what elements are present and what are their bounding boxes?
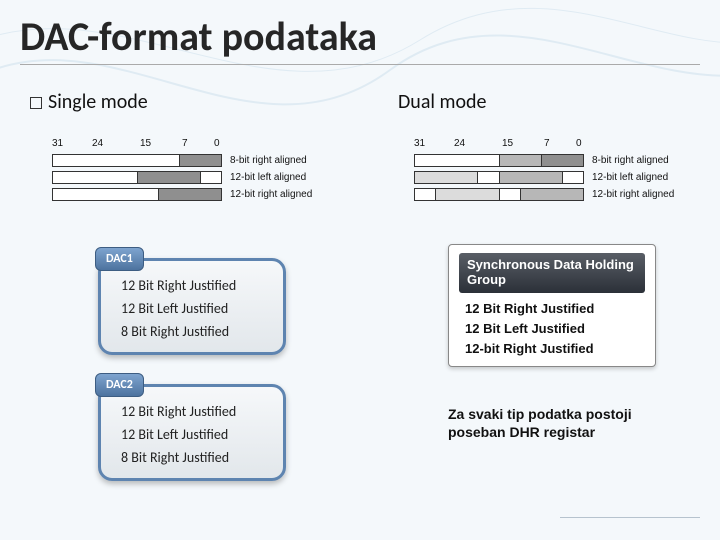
bit-bar xyxy=(52,171,222,184)
alignment-row: 12-bit right aligned xyxy=(414,186,704,203)
bit-label: 7 xyxy=(182,138,188,149)
bit-labels-right: 31 24 15 7 0 xyxy=(414,138,704,152)
bit-segment xyxy=(542,155,584,166)
dac2-tab: DAC2 xyxy=(95,373,144,397)
bit-label: 7 xyxy=(544,138,550,149)
bit-bar xyxy=(414,171,584,184)
dac2-line: 12 Bit Left Justified xyxy=(113,426,271,443)
page-title: DAC-format podataka xyxy=(20,12,377,61)
bit-segment xyxy=(159,189,222,200)
bit-segment xyxy=(53,189,159,200)
bit-segment xyxy=(415,155,500,166)
sync-holding-group: Synchronous Data Holding Group 12 Bit Ri… xyxy=(448,244,656,367)
bit-segment xyxy=(53,155,180,166)
dac1-line: 8 Bit Right Justified xyxy=(113,323,271,340)
dac2-line: 12 Bit Right Justified xyxy=(113,403,271,420)
bit-label: 31 xyxy=(52,138,63,149)
bit-label: 0 xyxy=(214,138,220,149)
bit-segment xyxy=(415,172,478,183)
alignment-row-label: 12-bit right aligned xyxy=(230,189,312,200)
bit-label: 15 xyxy=(140,138,151,149)
subheading-single: Single mode xyxy=(30,90,148,114)
dac1-card: DAC1 12 Bit Right Justified 12 Bit Left … xyxy=(98,258,286,355)
bullet-icon xyxy=(30,97,42,109)
alignment-row-label: 12-bit left aligned xyxy=(230,172,306,183)
alignment-row: 8-bit right aligned xyxy=(414,152,704,169)
dac1-tab: DAC1 xyxy=(95,247,144,271)
dual-mode-label: Dual mode xyxy=(398,90,487,114)
dac1-line: 12 Bit Left Justified xyxy=(113,300,271,317)
alignment-row-label: 8-bit right aligned xyxy=(592,155,669,166)
dac2-line: 8 Bit Right Justified xyxy=(113,449,271,466)
dac1-line: 12 Bit Right Justified xyxy=(113,277,271,294)
subheading-dual: Dual mode xyxy=(398,90,487,114)
alignment-row-label: 12-bit right aligned xyxy=(592,189,674,200)
sync-line: 12 Bit Left Justified xyxy=(459,321,645,336)
bit-bar xyxy=(414,154,584,167)
bit-segment xyxy=(436,189,499,200)
dual-mode-diagram: 31 24 15 7 0 8-bit right aligned 12-bit left … xyxy=(414,138,704,203)
bit-segment xyxy=(500,172,563,183)
sync-line: 12-bit Right Justified xyxy=(459,341,645,356)
alignment-row-label: 8-bit right aligned xyxy=(230,155,307,166)
alignment-row: 8-bit right aligned xyxy=(52,152,372,169)
alignment-row-label: 12-bit left aligned xyxy=(592,172,668,183)
bit-segment xyxy=(500,189,521,200)
footnote-text: Za svaki tip podatka postoji poseban DHR… xyxy=(448,406,668,441)
alignment-row: 12-bit left aligned xyxy=(52,169,372,186)
single-mode-diagram: 31 24 15 7 0 8-bit right aligned 12-bit left … xyxy=(52,138,372,203)
bit-label: 24 xyxy=(92,138,103,149)
bit-segment xyxy=(500,155,542,166)
bit-bar xyxy=(52,154,222,167)
title-underline xyxy=(20,64,700,65)
bit-segment xyxy=(478,172,499,183)
bit-bar xyxy=(414,188,584,201)
bit-segment xyxy=(201,172,222,183)
footer-decor-line xyxy=(560,517,700,518)
bit-label: 31 xyxy=(414,138,425,149)
bit-segment xyxy=(53,172,138,183)
bit-segment xyxy=(563,172,584,183)
bit-segment xyxy=(521,189,584,200)
alignment-row: 12-bit left aligned xyxy=(414,169,704,186)
single-mode-label: Single mode xyxy=(48,90,148,114)
bit-label: 0 xyxy=(576,138,582,149)
bit-label: 24 xyxy=(454,138,465,149)
bit-bar xyxy=(52,188,222,201)
bit-labels-left: 31 24 15 7 0 xyxy=(52,138,372,152)
dac2-card: DAC2 12 Bit Right Justified 12 Bit Left … xyxy=(98,384,286,481)
bit-segment xyxy=(138,172,201,183)
bit-segment xyxy=(180,155,222,166)
alignment-row: 12-bit right aligned xyxy=(52,186,372,203)
bit-segment xyxy=(415,189,436,200)
sync-header: Synchronous Data Holding Group xyxy=(459,253,645,293)
bit-label: 15 xyxy=(502,138,513,149)
sync-line: 12 Bit Right Justified xyxy=(459,301,645,316)
